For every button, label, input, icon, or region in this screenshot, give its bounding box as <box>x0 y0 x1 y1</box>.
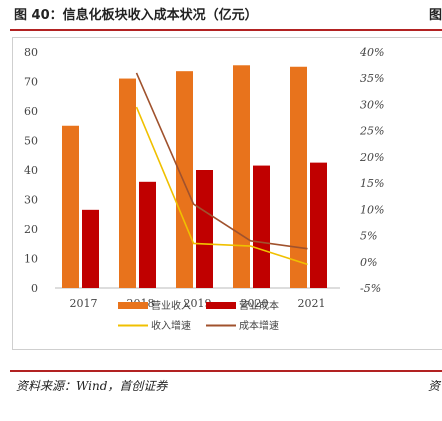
y-left-tick-label: 40 <box>24 164 38 177</box>
revenue-bar <box>176 71 193 288</box>
chart-title: 图 40：信息化板块收入成本状况（亿元） <box>14 8 258 23</box>
y-left-tick-label: 20 <box>24 223 38 236</box>
x-tick-label: 2017 <box>70 297 98 310</box>
y-left-tick-label: 0 <box>31 282 38 295</box>
x-tick-label: 2020 <box>241 297 269 310</box>
cost-growth-line <box>135 72 308 250</box>
y-right-tick-label: -5% <box>360 282 381 295</box>
cost-bar <box>253 165 270 288</box>
y-right-tick-label: 0% <box>360 256 377 269</box>
revenue-bar <box>62 125 79 288</box>
revenue-bar <box>119 78 136 288</box>
bottom-rule <box>10 370 442 372</box>
next-source-fragment: 资 <box>427 379 440 393</box>
legend-label: 营业成本 <box>239 299 279 312</box>
y-right-tick-label: 20% <box>359 151 384 164</box>
y-right-tick-label: 30% <box>360 98 384 111</box>
legend-label: 营业收入 <box>151 299 191 312</box>
y-right-tick-label: 35% <box>360 72 384 85</box>
y-left-tick-label: 50 <box>24 135 38 148</box>
y-left-tick-label: 30 <box>24 194 38 207</box>
revenue-growth-line <box>135 106 308 266</box>
x-tick-label: 2019 <box>184 297 212 310</box>
y-left-tick-label: 10 <box>24 253 38 266</box>
cost-bar <box>310 162 327 288</box>
y-right-tick-label: 40% <box>359 46 384 59</box>
y-right-tick-label: 15% <box>360 177 384 190</box>
top-rule <box>10 29 442 31</box>
cost-bar <box>196 170 213 288</box>
legend-label: 收入增速 <box>151 319 191 332</box>
y-left-tick-label: 60 <box>24 105 38 118</box>
chart-frame <box>12 37 442 350</box>
cost-bar <box>82 209 99 288</box>
y-right-tick-label: 5% <box>360 230 377 243</box>
legend-swatch-bar <box>206 302 236 309</box>
revenue-bar <box>290 66 307 288</box>
revenue-bar <box>233 65 250 289</box>
x-tick-label: 2021 <box>298 297 326 310</box>
y-left-tick-label: 80 <box>24 46 38 59</box>
next-figure-title-fragment: 图 <box>428 8 442 23</box>
legend-swatch-bar <box>118 302 148 309</box>
y-right-tick-label: 25% <box>359 125 384 138</box>
source-note: 资料来源：Wind，首创证券 <box>16 379 168 393</box>
y-left-tick-label: 70 <box>24 76 38 89</box>
title-row: 图 40：信息化板块收入成本状况（亿元） 图 <box>6 4 442 24</box>
y-right-tick-label: 10% <box>360 203 384 216</box>
cost-bar <box>139 181 156 288</box>
legend-label: 成本增速 <box>239 319 279 332</box>
